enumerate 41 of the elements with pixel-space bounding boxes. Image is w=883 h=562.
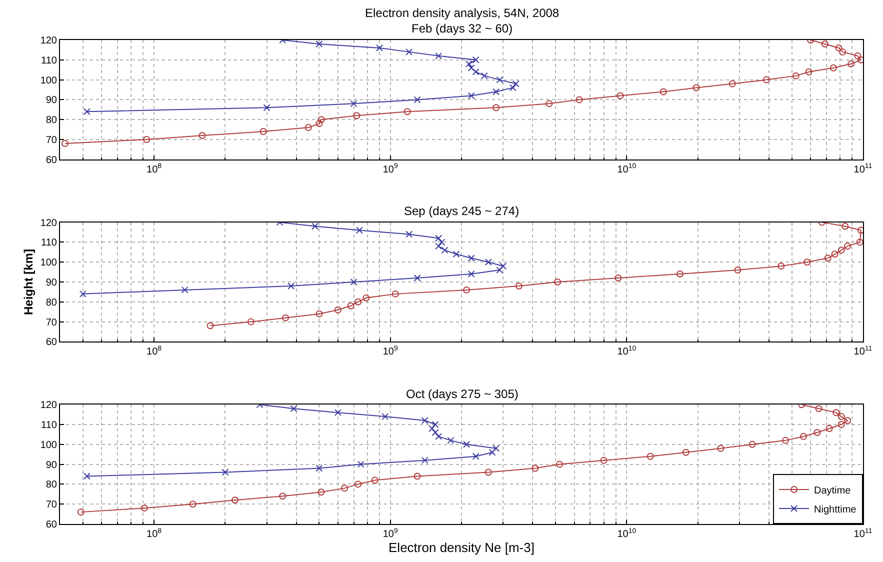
chart-title: Oct (days 275 ~ 305) [406, 387, 518, 401]
y-tick-label: 60 [46, 520, 58, 531]
y-tick-label: 100 [40, 258, 58, 269]
chart-title: Sep (days 245 ~ 274) [404, 204, 520, 218]
legend-label: Nighttime [814, 504, 857, 516]
y-tick-label: 60 [46, 154, 58, 166]
y-tick-label: 60 [46, 337, 58, 348]
x-tick-label: 10$^{10}$ [617, 345, 636, 358]
y-tick-label: 100 [40, 440, 58, 451]
x-tick-label: 10$^{10}$ [617, 528, 636, 540]
x-axis-title: Electron density Ne [m-3] [388, 540, 534, 555]
x-tick-label: 10$^{9}$ [382, 345, 398, 358]
y-tick-label: 120 [40, 36, 58, 46]
chart-subtitle: Feb (days 32 ~ 60) [412, 22, 513, 36]
x-tick-label: 10$^{9}$ [382, 528, 398, 540]
y-tick-label: 90 [46, 95, 58, 106]
legend-label: Daytime [814, 485, 852, 496]
y-tick-label: 120 [40, 218, 58, 229]
y-tick-label: 90 [46, 277, 58, 288]
chart-title: Electron density analysis, 54N, 2008 [365, 6, 560, 20]
y-tick-label: 110 [41, 238, 58, 249]
y-tick-label: 70 [46, 134, 58, 146]
y-tick-label: 110 [41, 55, 58, 66]
y-tick-label: 80 [46, 480, 58, 491]
y-tick-label: 80 [46, 115, 58, 126]
y-tick-label: 70 [46, 500, 58, 511]
x-tick-label: 10$^{8}$ [146, 528, 162, 540]
x-tick-label: 10$^{11}$ [854, 528, 872, 540]
y-tick-label: 120 [40, 400, 58, 412]
y-tick-label: 90 [46, 460, 58, 471]
y-axis-title: Height [km] [22, 248, 36, 315]
x-tick-label: 10$^{8}$ [146, 345, 162, 358]
x-tick-label: 10$^{11}$ [854, 163, 872, 176]
x-tick-label: 10$^{11}$ [854, 345, 872, 358]
x-tick-label: 10$^{10}$ [617, 163, 636, 176]
x-tick-label: 10$^{9}$ [382, 163, 398, 176]
y-tick-label: 70 [46, 317, 58, 328]
x-tick-label: 10$^{8}$ [146, 163, 162, 176]
y-tick-label: 100 [40, 75, 58, 86]
y-tick-label: 80 [46, 297, 58, 308]
y-tick-label: 110 [41, 420, 58, 432]
